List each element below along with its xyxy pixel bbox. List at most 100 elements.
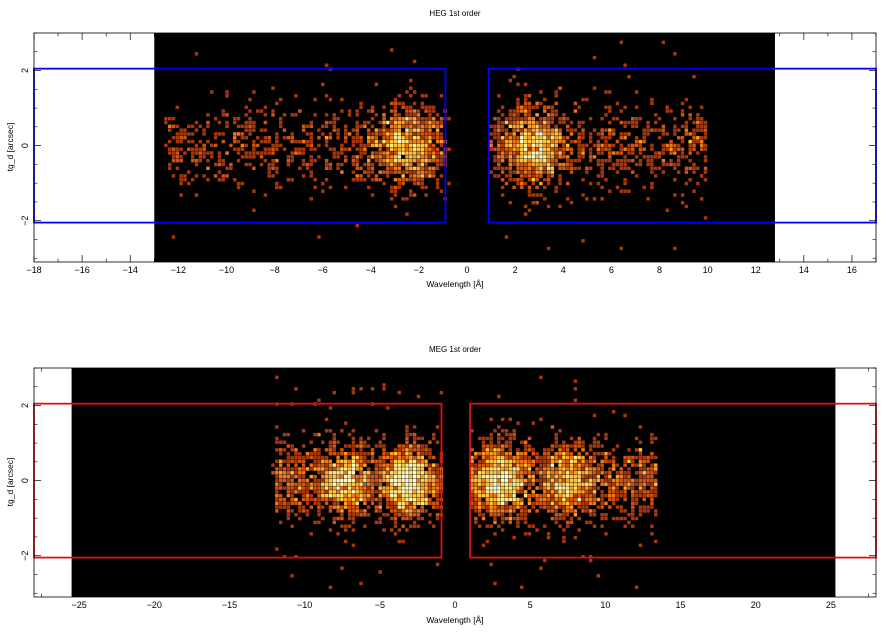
event-bin — [596, 444, 601, 448]
event-bin — [412, 474, 417, 479]
event-bin — [539, 181, 543, 186]
event-bin — [654, 478, 658, 483]
event-bin — [470, 474, 474, 479]
event-bin — [539, 174, 543, 178]
event-bin — [340, 474, 344, 479]
event-bin — [282, 497, 287, 502]
event-bin — [351, 505, 356, 509]
event-bin — [504, 463, 509, 467]
event-bin — [432, 155, 436, 159]
event-bin — [355, 178, 359, 182]
event-bin — [550, 151, 555, 155]
event-bin — [504, 493, 509, 498]
event-bin — [347, 478, 352, 483]
event-bin — [696, 151, 700, 155]
event-bin — [600, 166, 604, 171]
event-bin — [351, 543, 356, 548]
event-bin — [562, 482, 566, 486]
event-bin — [508, 474, 513, 479]
event-bin — [588, 513, 593, 517]
event-bin — [692, 147, 696, 151]
event-bin — [366, 459, 371, 464]
event-bin — [263, 105, 268, 109]
event-bin — [363, 486, 367, 490]
event-bin — [401, 463, 405, 467]
event-bin — [432, 147, 436, 151]
event-bin — [378, 509, 382, 513]
event-bin — [634, 493, 639, 498]
event-bin — [520, 490, 524, 494]
event-bin — [435, 425, 440, 429]
event-bin — [577, 505, 581, 509]
event-bin — [627, 482, 631, 486]
event-bin — [282, 478, 287, 483]
event-bin — [298, 482, 302, 486]
event-bin — [565, 505, 570, 509]
event-bin — [520, 116, 524, 121]
event-bin — [497, 425, 501, 429]
event-bin — [489, 501, 493, 506]
event-bin — [535, 105, 539, 109]
event-bin — [409, 78, 413, 83]
event-bin — [397, 390, 402, 395]
event-bin — [539, 158, 543, 163]
meg-detector-background — [71, 368, 836, 597]
event-bin — [412, 132, 417, 136]
event-bin — [321, 189, 325, 193]
event-bin — [703, 132, 708, 136]
event-bin — [370, 387, 375, 391]
event-bin — [680, 151, 685, 155]
event-bin — [569, 459, 574, 464]
event-bin — [416, 178, 421, 182]
event-bin — [336, 463, 340, 467]
event-bin — [424, 120, 428, 125]
event-bin — [332, 113, 336, 117]
event-bin — [309, 451, 313, 456]
event-bin — [355, 132, 359, 136]
event-bin — [592, 490, 597, 494]
event-bin — [359, 474, 363, 479]
event-bin — [600, 524, 604, 528]
event-bin — [631, 482, 635, 486]
event-bin — [527, 185, 532, 190]
event-bin — [378, 128, 382, 132]
event-bin — [638, 543, 643, 548]
event-bin — [424, 116, 428, 121]
event-bin — [278, 486, 283, 490]
event-bin — [397, 501, 402, 506]
event-bin — [382, 113, 386, 117]
event-bin — [577, 105, 581, 109]
event-bin — [336, 162, 340, 167]
event-bin — [382, 128, 386, 132]
event-bin — [317, 155, 321, 159]
event-bin — [638, 440, 643, 444]
event-bin — [638, 139, 643, 144]
event-bin — [531, 139, 535, 144]
event-bin — [512, 482, 516, 486]
event-bin — [382, 124, 386, 129]
event-bin — [217, 151, 222, 155]
event-bin — [370, 497, 375, 502]
event-bin — [401, 143, 405, 148]
event-bin — [347, 509, 352, 513]
event-bin — [481, 451, 486, 456]
event-bin — [489, 448, 493, 452]
event-bin — [650, 497, 654, 502]
event-bin — [546, 493, 551, 498]
event-bin — [585, 451, 589, 456]
event-bin — [340, 162, 344, 167]
event-bin — [692, 143, 696, 148]
event-bin — [500, 136, 505, 140]
event-bin — [504, 509, 509, 513]
event-bin — [278, 143, 283, 148]
event-bin — [646, 490, 650, 494]
event-bin — [489, 509, 493, 513]
event-bin — [500, 490, 505, 494]
event-bin — [558, 162, 562, 167]
event-bin — [654, 467, 658, 471]
event-bin — [267, 147, 271, 151]
event-bin — [565, 181, 570, 186]
event-bin — [397, 513, 402, 517]
event-bin — [347, 524, 352, 528]
event-bin — [393, 490, 398, 494]
